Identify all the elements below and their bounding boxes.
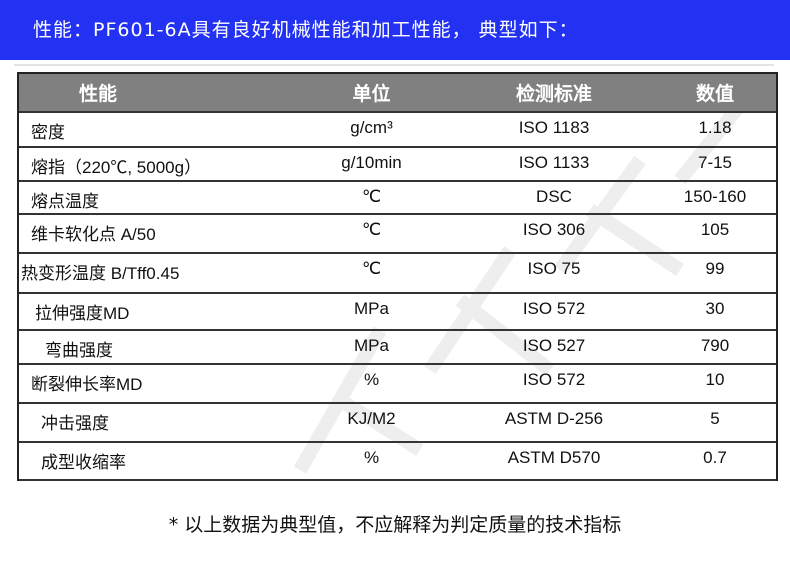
table-row: 成型收缩率% ASTM D570 0.7 — [19, 443, 776, 481]
cell-value: 30 — [705, 299, 725, 318]
table-row: 密度 g/cm³ ISO 1183 1.18 — [19, 113, 776, 148]
cell-value: 1.18 — [698, 118, 732, 137]
header-standard: 检测标准 — [515, 83, 592, 105]
cell-value: 5 — [710, 409, 720, 428]
cell-standard: ISO 572 — [522, 299, 586, 318]
cell-property: 成型收缩率 — [41, 453, 126, 472]
header-property: 性能 — [79, 83, 118, 105]
divider — [14, 64, 774, 66]
cell-standard: ISO 572 — [522, 370, 586, 389]
cell-unit: g/cm³ — [350, 118, 393, 137]
cell-unit: g/10min — [341, 153, 402, 172]
cell-property: 熔指（220℃, 5000g） — [31, 158, 202, 177]
cell-property: 密度 — [31, 123, 65, 142]
header-unit: 单位 — [352, 83, 391, 105]
cell-unit: % — [363, 370, 380, 389]
table-row: 熔点温度 ℃ DSC 150-160 — [19, 182, 776, 215]
cell-standard: ISO 527 — [522, 336, 586, 355]
cell-property: 冲击强度 — [41, 414, 109, 433]
cell-value: 790 — [700, 336, 730, 355]
table-header: 性能 单位 检测标准 数值 — [19, 74, 776, 113]
cell-value: 150-160 — [683, 187, 747, 206]
table-row: 熔指（220℃, 5000g） g/10min ISO 1133 7-15 — [19, 148, 776, 182]
cell-unit: ℃ — [361, 259, 382, 278]
cell-property: 维卡软化点 A/50 — [31, 225, 156, 244]
cell-unit: % — [363, 448, 380, 467]
cell-standard: ASTM D570 — [507, 448, 601, 467]
cell-standard: ISO 1133 — [518, 153, 590, 172]
table-row: 冲击强度 KJ/M2 ASTM D-256 5 — [19, 404, 776, 443]
header-value: 数值 — [695, 83, 734, 105]
table-row: 断裂伸长率MD% ISO 572 10 — [19, 365, 776, 404]
cell-value: 7-15 — [697, 153, 733, 172]
cell-property: 拉伸强度MD — [35, 304, 130, 323]
table-row: 热变形温度 B/Tff0.45 ℃ ISO 75 99 — [19, 254, 776, 294]
cell-standard: ISO 306 — [522, 220, 586, 239]
cell-property: 熔点温度 — [31, 192, 99, 211]
table-row: 维卡软化点 A/50 ℃ ISO 306 105 — [19, 215, 776, 254]
cell-property: 弯曲强度 — [45, 341, 113, 360]
footnote: * 以上数据为典型值，不应解释为判定质量的技术指标 — [168, 514, 622, 536]
cell-value: 0.7 — [703, 448, 727, 467]
cell-unit: MPa — [354, 299, 389, 318]
cell-unit: MPa — [354, 336, 389, 355]
cell-value: 10 — [705, 370, 725, 389]
properties-table: 性能 单位 检测标准 数值 密度 g/cm³ ISO 1183 1.18 熔指（220℃… — [17, 72, 778, 481]
cell-property: 热变形温度 B/Tff0.45 — [21, 264, 180, 283]
cell-standard: ASTM D-256 — [504, 409, 604, 428]
cell-standard: ISO 75 — [527, 259, 581, 278]
cell-value: 105 — [700, 220, 730, 239]
cell-unit: KJ/M2 — [347, 409, 396, 428]
page-banner: 性能：PF601-6A具有良好机械性能和加工性能， 典型如下： — [0, 0, 790, 60]
table-row: 拉伸强度MD MPa ISO 572 30 — [19, 294, 776, 331]
table-row: 弯曲强度 MPa ISO 527 790 — [19, 331, 776, 365]
cell-unit: ℃ — [361, 187, 382, 206]
cell-unit: ℃ — [361, 220, 382, 239]
cell-standard: DSC — [536, 187, 572, 206]
cell-standard: ISO 1183 — [518, 118, 590, 137]
cell-value: 99 — [705, 259, 725, 278]
cell-property: 断裂伸长率MD — [31, 375, 143, 394]
